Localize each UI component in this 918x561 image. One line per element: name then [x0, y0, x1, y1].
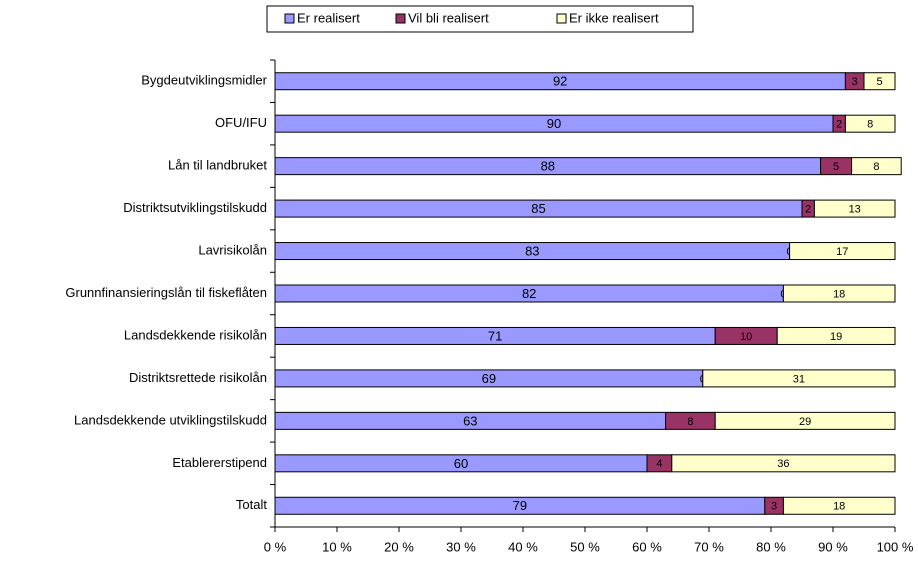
value-label: 90	[547, 116, 561, 131]
y-tick-label: Landsdekkende risikolån	[124, 327, 267, 342]
x-tick-label: 100 %	[877, 539, 914, 554]
legend-label: Er realisert	[297, 10, 360, 25]
y-tick-label: Landsdekkende utviklingstilskudd	[74, 412, 267, 427]
value-label: 79	[513, 498, 527, 513]
y-tick-label: Lån til landbruket	[168, 158, 267, 173]
y-tick-label: Grunnfinansieringslån til fiskeflåten	[65, 285, 267, 300]
bar-segment	[844, 114, 896, 133]
bar-segment	[789, 242, 896, 261]
value-label: 13	[849, 203, 861, 215]
x-tick-label: 30 %	[446, 539, 476, 554]
y-tick-label: Etablererstipend	[172, 455, 267, 470]
value-label: 5	[876, 76, 882, 88]
legend-swatch	[284, 13, 295, 24]
value-label: 18	[833, 501, 845, 513]
value-label: 69	[482, 371, 496, 386]
value-label: 83	[525, 243, 539, 258]
bar-segment	[813, 199, 896, 218]
value-label: 63	[463, 413, 477, 428]
legend-label: Vil bli realisert	[408, 10, 489, 25]
y-tick-label: Distriktsutviklingstilskudd	[123, 200, 267, 215]
y-tick-label: OFU/IFU	[215, 115, 267, 130]
x-tick-label: 70 %	[694, 539, 724, 554]
y-tick-label: Lavrisikolån	[198, 242, 267, 257]
value-label: 5	[833, 161, 839, 173]
value-label: 8	[867, 119, 873, 131]
x-tick-label: 90 %	[818, 539, 848, 554]
value-label: 31	[793, 373, 805, 385]
value-label: 36	[777, 458, 789, 470]
y-tick-label: Bygdeutviklingsmidler	[141, 73, 267, 88]
value-label: 85	[531, 201, 545, 216]
value-label: 4	[656, 458, 662, 470]
legend-box	[266, 5, 694, 33]
x-tick-label: 50 %	[570, 539, 600, 554]
x-tick-label: 20 %	[384, 539, 414, 554]
bar-segment	[671, 454, 896, 473]
x-tick-label: 80 %	[756, 539, 786, 554]
legend-label: Er ikke realisert	[569, 10, 659, 25]
legend-swatch	[395, 13, 406, 24]
value-label: 60	[454, 456, 468, 471]
bar-segment	[714, 411, 896, 430]
value-label: 29	[799, 416, 811, 428]
value-label: 17	[836, 246, 848, 258]
value-label: 8	[873, 161, 879, 173]
x-tick-label: 40 %	[508, 539, 538, 554]
value-label: 8	[687, 416, 693, 428]
bar-segment	[776, 326, 896, 345]
value-label: 71	[488, 328, 502, 343]
value-label: 18	[833, 288, 845, 300]
value-label: 88	[541, 159, 555, 174]
bar-segment	[863, 72, 896, 91]
value-label: 82	[522, 286, 536, 301]
value-label: 92	[553, 74, 567, 89]
legend-swatch	[556, 13, 567, 24]
value-label: 10	[740, 331, 752, 343]
bar-segment	[782, 284, 896, 303]
y-tick-label: Totalt	[236, 497, 267, 512]
y-tick-label: Distriktsrettede risikolån	[129, 370, 267, 385]
x-tick-label: 0 %	[264, 539, 287, 554]
value-label: 2	[836, 119, 842, 131]
value-label: 19	[830, 331, 842, 343]
x-tick-label: 10 %	[322, 539, 352, 554]
value-label: 3	[771, 501, 777, 513]
bar-segment	[702, 369, 896, 388]
x-tick-label: 60 %	[632, 539, 662, 554]
value-label: 3	[852, 76, 858, 88]
value-label: 2	[805, 203, 811, 215]
bar-segment	[851, 157, 902, 176]
bar-segment	[782, 496, 896, 515]
